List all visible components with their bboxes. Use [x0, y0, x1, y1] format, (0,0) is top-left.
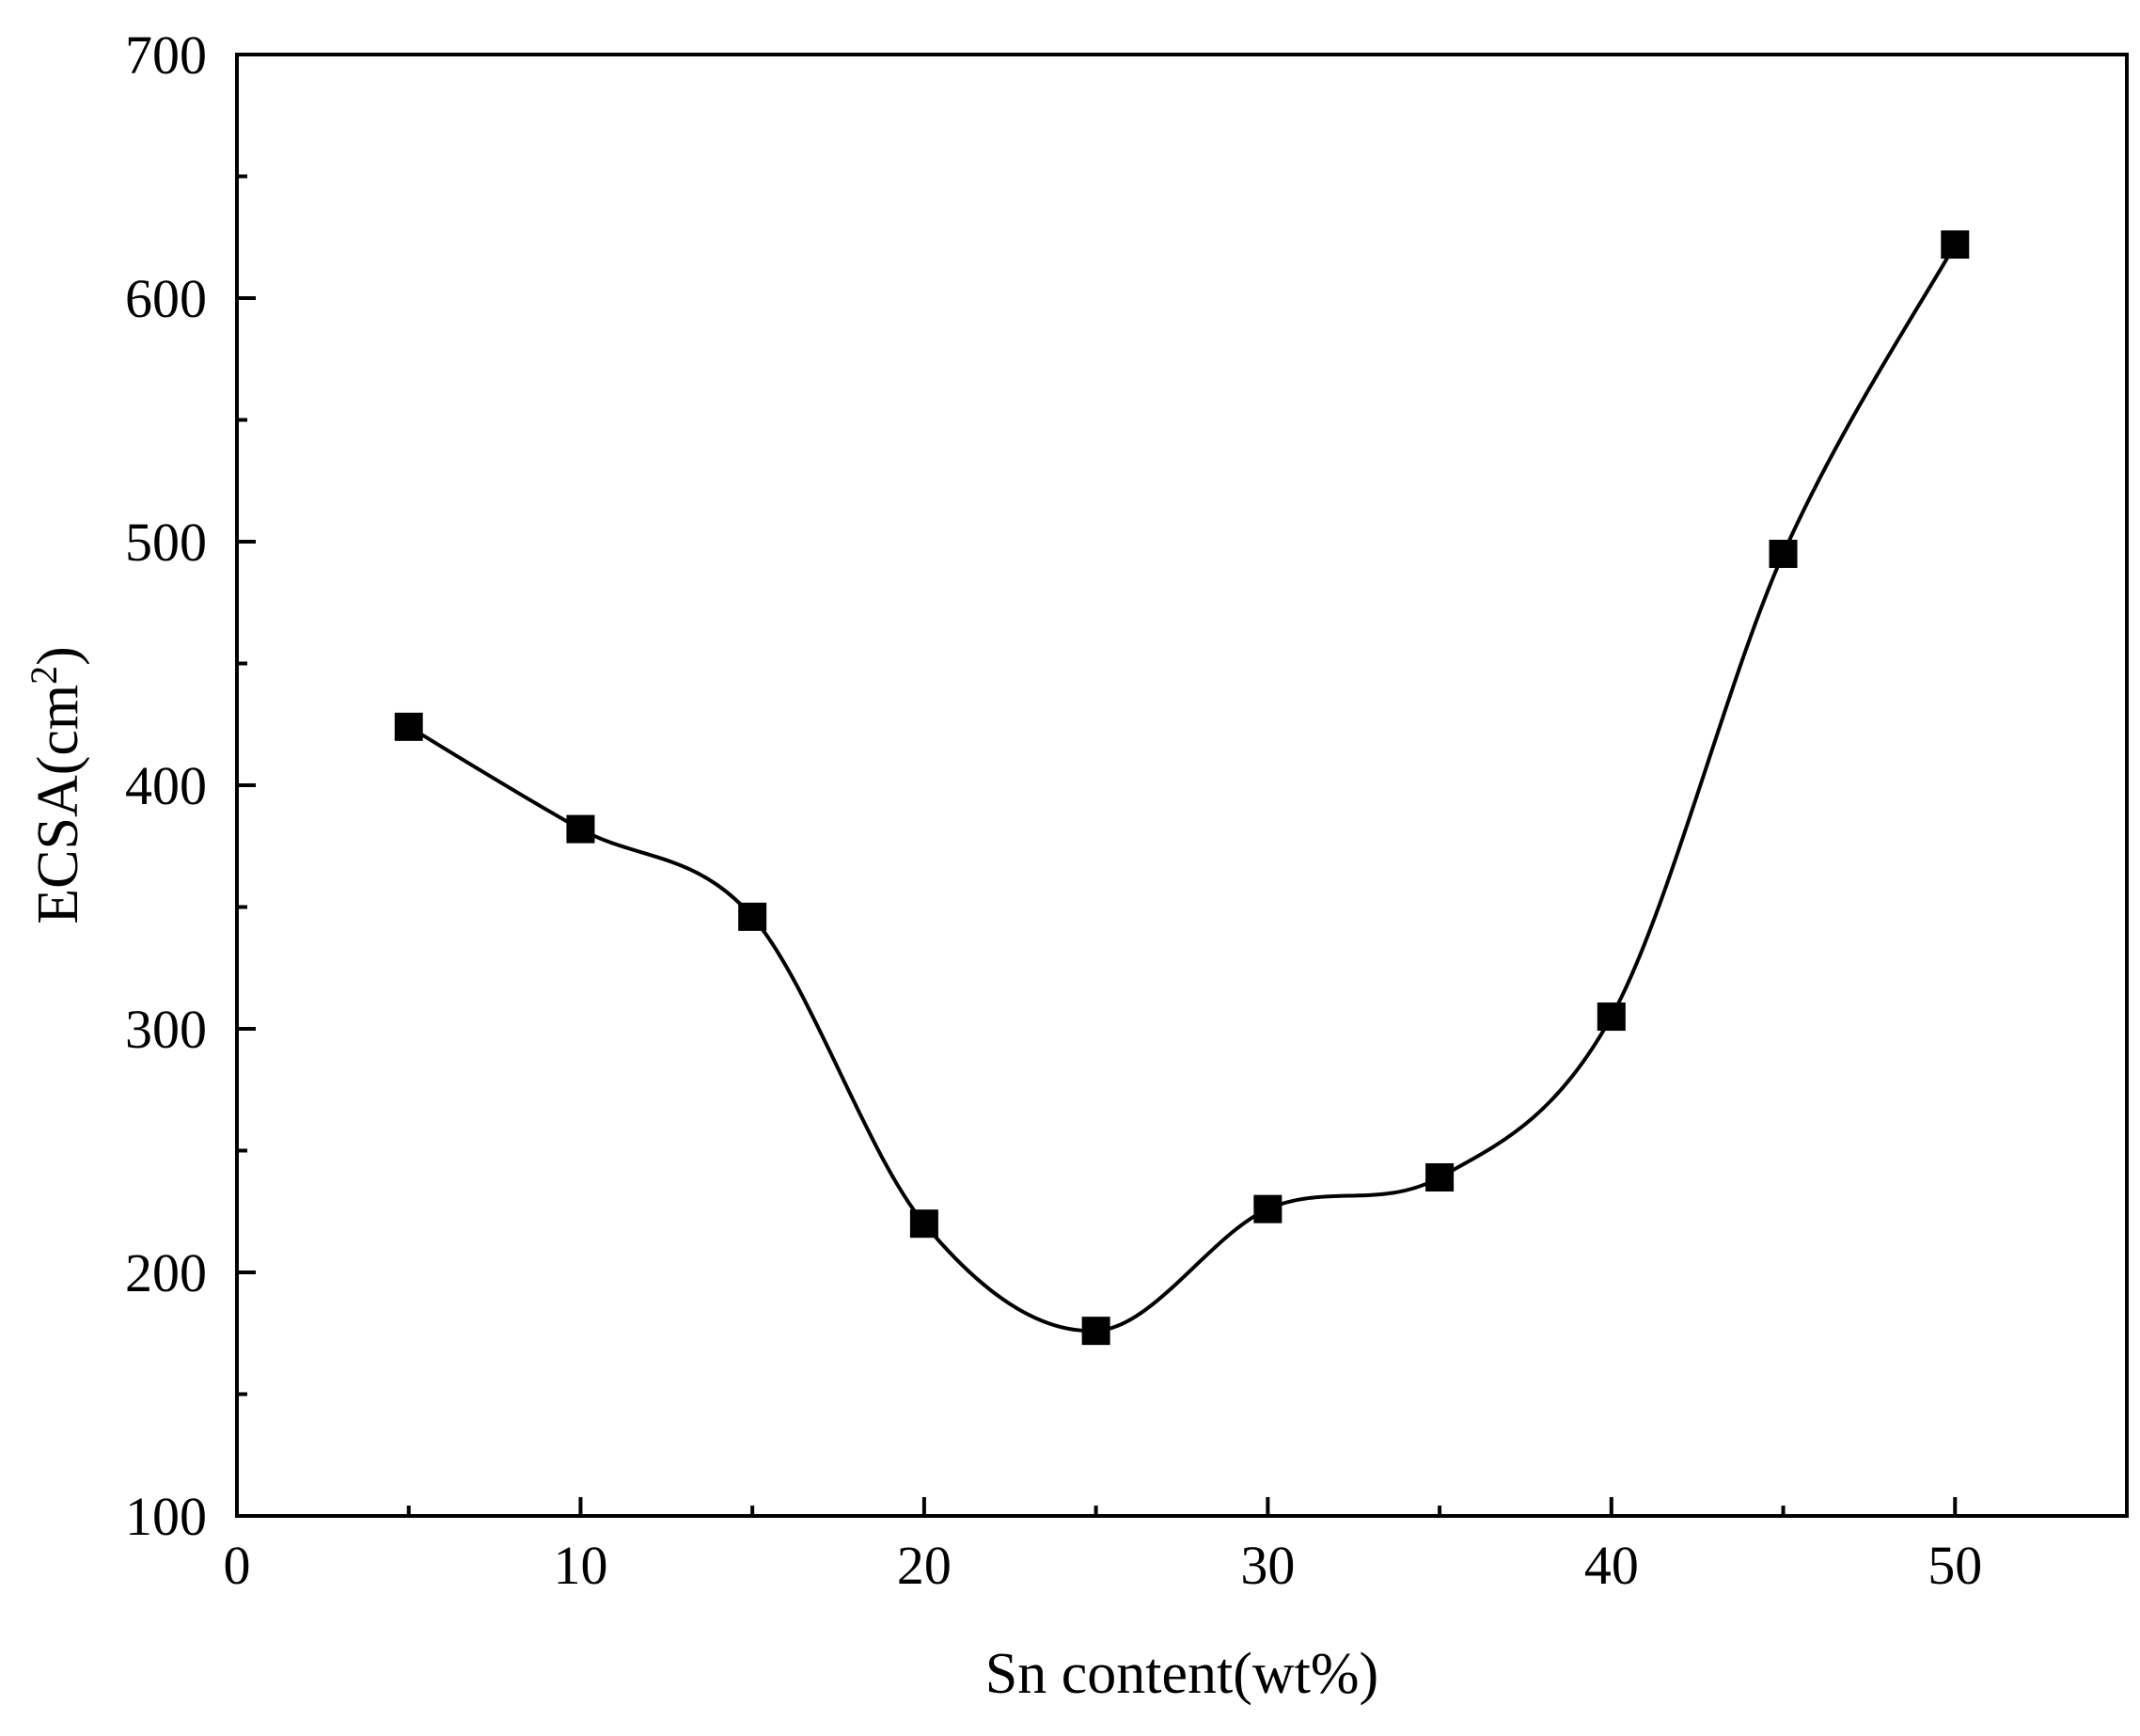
y-tick-label: 600 — [125, 268, 207, 329]
data-point-marker — [1769, 539, 1798, 568]
x-axis-label: Sn content(wt%) — [985, 1642, 1378, 1706]
data-point-marker — [394, 712, 423, 741]
y-tick-label: 300 — [125, 999, 207, 1060]
x-tick-label: 50 — [1928, 1535, 1982, 1596]
y-tick-label: 400 — [125, 755, 207, 816]
data-point-marker — [1253, 1194, 1282, 1223]
y-axis-label-superscript: 2 — [23, 666, 65, 685]
tick-labels: 0 10 20 30 40 50 100 200 300 400 500 600 700 — [125, 24, 1982, 1596]
y-tick-label: 500 — [125, 512, 207, 573]
y-axis-label-suffix: ) — [26, 646, 90, 666]
data-point-marker — [1597, 1002, 1626, 1032]
data-point-marker — [1425, 1162, 1455, 1192]
y-tick-label: 200 — [125, 1242, 207, 1303]
data-point-marker — [1081, 1317, 1110, 1346]
x-tick-label: 10 — [553, 1535, 607, 1596]
y-axis-label: ECSA(cm2) — [23, 646, 91, 924]
data-point-marker — [909, 1209, 938, 1239]
y-tick-label: 700 — [125, 24, 207, 86]
axis-ticks — [235, 53, 2129, 1518]
data-point-marker — [566, 814, 595, 844]
y-axis-label-base: ECSA(cm — [26, 685, 90, 924]
x-tick-label: 20 — [897, 1535, 952, 1596]
data-point-marker — [1941, 230, 1970, 260]
x-tick-label: 40 — [1584, 1535, 1639, 1596]
x-tick-label: 30 — [1240, 1535, 1295, 1596]
data-point-marker — [738, 902, 767, 931]
y-tick-label: 100 — [125, 1486, 207, 1547]
series-line — [407, 244, 1958, 1334]
plot-frame — [235, 53, 2129, 1518]
x-tick-label: 0 — [224, 1535, 251, 1596]
data-markers — [394, 230, 1970, 1346]
